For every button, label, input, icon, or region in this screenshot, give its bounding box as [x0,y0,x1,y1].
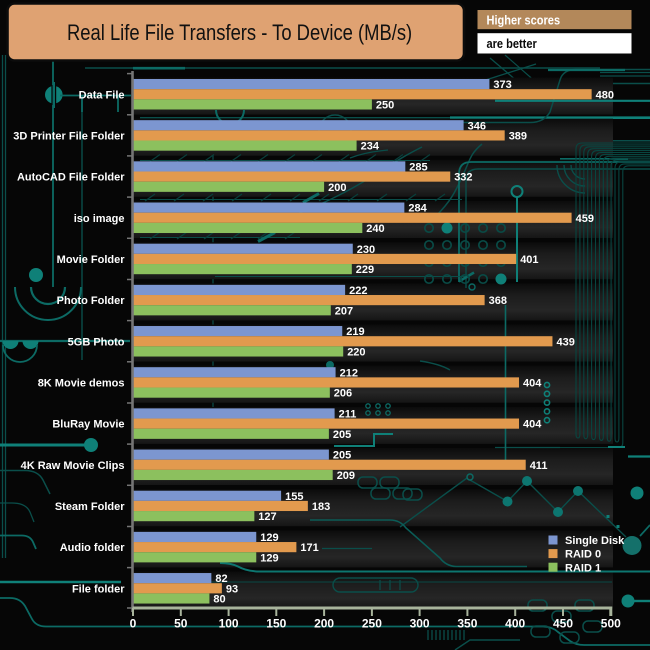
svg-text:183: 183 [312,501,330,513]
svg-text:205: 205 [333,450,351,462]
svg-text:Movie Folder: Movie Folder [57,254,126,266]
svg-text:93: 93 [226,583,238,595]
svg-text:222: 222 [349,285,367,297]
svg-text:332: 332 [454,172,472,184]
svg-text:300: 300 [410,617,430,631]
svg-text:284: 284 [408,203,427,215]
svg-text:Higher scores: Higher scores [487,12,561,27]
svg-text:127: 127 [258,511,276,523]
svg-text:200: 200 [314,617,334,631]
svg-text:230: 230 [357,244,375,256]
svg-text:200: 200 [328,182,346,194]
svg-text:240: 240 [366,223,384,235]
svg-text:459: 459 [576,213,594,225]
svg-text:350: 350 [457,617,477,631]
svg-text:AutoCAD File Folder: AutoCAD File Folder [17,172,125,184]
svg-text:50: 50 [174,617,188,631]
svg-text:82: 82 [215,573,227,585]
svg-text:389: 389 [509,131,527,143]
svg-text:250: 250 [362,617,382,631]
svg-text:400: 400 [505,617,525,631]
svg-text:4K Raw Movie Clips: 4K Raw Movie Clips [21,460,125,472]
svg-text:212: 212 [340,367,358,379]
svg-text:iso image: iso image [74,213,125,225]
svg-text:80: 80 [213,594,225,606]
svg-text:129: 129 [260,532,278,544]
svg-text:220: 220 [347,347,365,359]
svg-text:404: 404 [523,419,542,431]
svg-text:0: 0 [130,617,137,631]
svg-text:BluRay Movie: BluRay Movie [52,419,124,431]
svg-text:5GB Photo: 5GB Photo [68,336,125,348]
svg-text:206: 206 [334,388,352,400]
svg-text:207: 207 [335,305,353,317]
svg-text:RAID 0: RAID 0 [565,549,601,561]
svg-text:285: 285 [409,162,427,174]
svg-text:450: 450 [553,617,573,631]
svg-text:219: 219 [346,326,364,338]
svg-text:411: 411 [530,460,548,472]
svg-text:RAID 1: RAID 1 [565,562,601,574]
svg-text:209: 209 [337,470,355,482]
svg-text:250: 250 [376,100,394,112]
svg-text:File folder: File folder [72,583,125,595]
svg-text:404: 404 [523,378,542,390]
svg-text:439: 439 [557,336,575,348]
svg-text:229: 229 [356,264,374,276]
svg-text:Audio folder: Audio folder [60,542,125,554]
svg-text:8K Movie demos: 8K Movie demos [38,378,125,390]
svg-text:155: 155 [285,491,303,503]
svg-text:Data File: Data File [79,89,125,101]
svg-text:401: 401 [520,254,538,266]
svg-text:129: 129 [260,552,278,564]
svg-text:211: 211 [339,409,357,421]
svg-text:373: 373 [493,79,511,91]
svg-text:3D Printer File Folder: 3D Printer File Folder [13,131,125,143]
svg-text:100: 100 [219,617,239,631]
svg-text:171: 171 [300,542,318,554]
svg-text:346: 346 [468,120,486,132]
svg-text:Real Life File Transfers - To: Real Life File Transfers - To Device (MB… [67,22,412,46]
svg-text:480: 480 [596,89,614,101]
svg-text:150: 150 [266,617,286,631]
svg-text:500: 500 [601,617,621,631]
svg-text:Photo Folder: Photo Folder [57,295,126,307]
svg-text:Steam Folder: Steam Folder [55,501,125,513]
svg-text:234: 234 [361,141,380,153]
svg-text:205: 205 [333,429,351,441]
svg-text:are better: are better [487,36,538,51]
svg-text:368: 368 [489,295,507,307]
svg-text:Single Disk: Single Disk [565,535,625,547]
